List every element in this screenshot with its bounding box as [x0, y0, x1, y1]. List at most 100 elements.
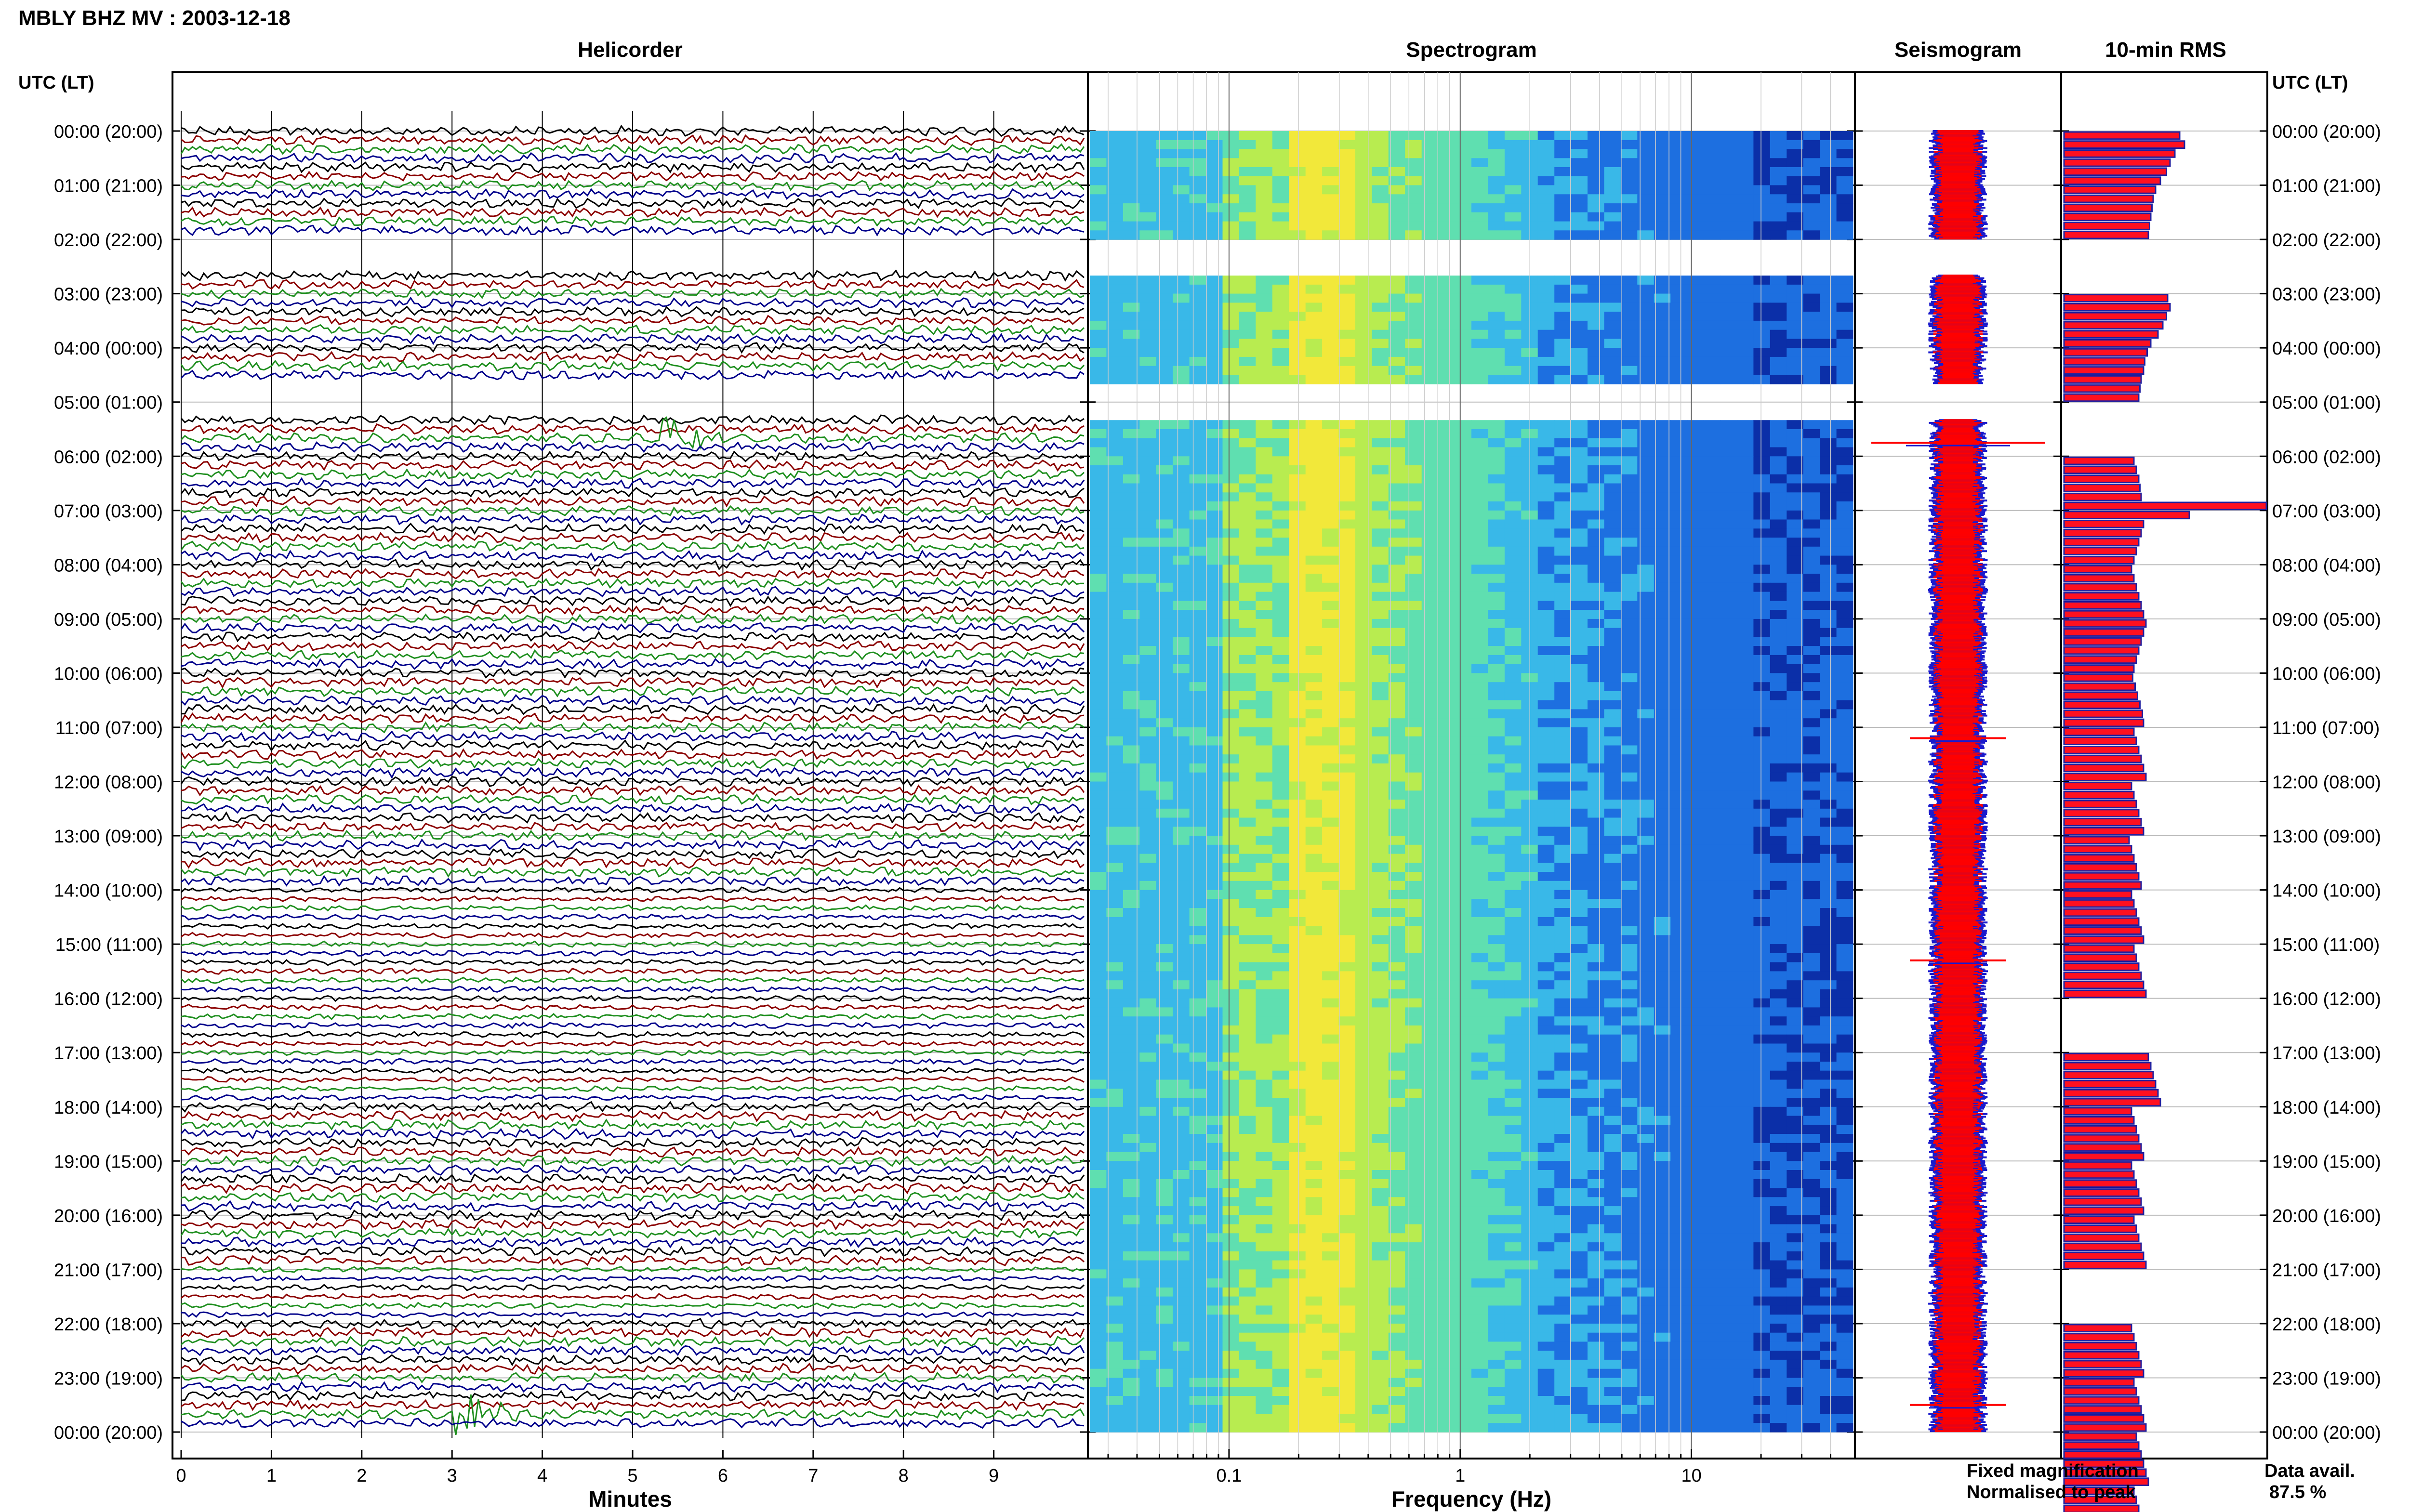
spectrogram-cell [1222, 1052, 1240, 1062]
spectrogram-cell [1787, 276, 1804, 285]
spectrogram-cell [1156, 131, 1173, 141]
spectrogram-cell [1206, 501, 1223, 511]
spectrogram-cell [1139, 827, 1157, 836]
spectrogram-cell [1405, 356, 1422, 367]
spectrogram-cell [1322, 727, 1339, 737]
spectrogram-cell [1687, 1016, 1704, 1026]
spectrogram-cell [1289, 899, 1306, 908]
spectrogram-cell [1670, 610, 1688, 619]
spectrogram-cell [1405, 565, 1422, 574]
spectrogram-cell [1554, 447, 1572, 457]
spectrogram-cell [1090, 844, 1107, 855]
spectrogram-cell [1471, 863, 1488, 872]
spectrogram-cell [1289, 863, 1306, 872]
spectrogram-cell [1637, 628, 1655, 637]
helicorder-trace [181, 613, 1085, 625]
spectrogram-cell [1836, 538, 1853, 547]
spectrogram-cell [1637, 582, 1655, 592]
spectrogram-cell [1820, 312, 1837, 321]
spectrogram-cell [1372, 1007, 1389, 1017]
spectrogram-cell [1272, 980, 1289, 990]
spectrogram-cell [1189, 438, 1206, 448]
spectrogram-cell [1687, 158, 1704, 168]
spectrogram-cell [1455, 1016, 1472, 1026]
spectrogram-cell [1820, 691, 1837, 701]
spectrogram-cell [1338, 465, 1356, 475]
spectrogram-cell [1405, 592, 1422, 601]
spectrogram-cell [1836, 221, 1853, 231]
spectrogram-cell [1272, 989, 1289, 999]
spectrogram-cell [1256, 628, 1273, 637]
spectrogram-cell [1173, 456, 1190, 466]
spectrogram-cell [1803, 167, 1820, 177]
hour-label: 00:00 (20:00) [54, 122, 163, 142]
spectrogram-cell [1106, 501, 1124, 511]
spectrogram-cell [1272, 664, 1289, 674]
spectrogram-cell [1820, 375, 1837, 384]
spectrogram-cell [1471, 646, 1488, 656]
spectrogram-cell [1090, 827, 1107, 836]
hour-label: 23:00 (19:00) [2272, 1368, 2381, 1389]
spectrogram-cell [1139, 565, 1157, 574]
spectrogram-cell [1239, 519, 1256, 529]
spectrogram-cell [1620, 492, 1638, 502]
spectrogram-cell [1654, 827, 1671, 836]
spectrogram-cell [1571, 1034, 1588, 1044]
spectrogram-cell [1289, 565, 1306, 574]
spectrogram-cell [1737, 628, 1754, 637]
spectrogram-cell [1322, 745, 1339, 755]
spectrogram-cell [1753, 185, 1771, 195]
spectrogram-cell [1620, 510, 1638, 520]
spectrogram-cell [1189, 474, 1206, 484]
spectrogram-cell [1504, 890, 1522, 899]
spectrogram-cell [1803, 348, 1820, 357]
spectrogram-cell [1256, 1098, 1273, 1107]
spectrogram-cell [1787, 185, 1804, 195]
spectrogram-cell [1687, 1062, 1704, 1071]
spectrogram-cell [1820, 329, 1837, 340]
spectrogram-cell [1753, 944, 1771, 954]
spectrogram-cell [1753, 339, 1771, 348]
spectrogram-cell [1620, 312, 1638, 321]
spectrogram-cell [1139, 149, 1157, 158]
spectrogram-cell [1322, 1089, 1339, 1098]
spectrogram-cell [1090, 1025, 1107, 1035]
spectrogram-cell [1256, 339, 1273, 348]
spectrogram-cell [1820, 890, 1837, 899]
spectrogram-cell [1289, 1007, 1306, 1017]
spectrogram-cell [1338, 474, 1356, 484]
spectrogram-cell [1421, 1070, 1439, 1080]
spectrogram-cell [1372, 1025, 1389, 1035]
spectrogram-cell [1620, 836, 1638, 845]
spectrogram-cell [1820, 817, 1837, 827]
spectrogram-cell [1571, 320, 1588, 330]
spectrogram-cell [1388, 610, 1405, 619]
spectrogram-cell [1305, 1025, 1323, 1035]
spectrogram-cell [1355, 1079, 1372, 1089]
spectrogram-cell [1836, 1016, 1853, 1026]
spectrogram-cell [1537, 727, 1555, 737]
spectrogram-cell [1554, 926, 1572, 935]
spectrogram-cell [1537, 953, 1555, 963]
spectrogram-cell [1305, 1098, 1323, 1107]
spectrogram-cell [1305, 492, 1323, 502]
spectrogram-cell [1239, 890, 1256, 899]
spectrogram-cell [1504, 1098, 1522, 1107]
spectrogram-cell [1637, 971, 1655, 981]
spectrogram-cell [1090, 356, 1107, 367]
spectrogram-cell [1787, 808, 1804, 818]
spectrogram-cell [1388, 185, 1405, 195]
spectrogram-cell [1753, 212, 1771, 222]
spectrogram-cell [1106, 465, 1124, 475]
spectrogram-cell [1239, 827, 1256, 836]
spectrogram-cell [1654, 131, 1671, 141]
spectrogram-cell [1620, 890, 1638, 899]
spectrogram-cell [1620, 474, 1638, 484]
spectrogram-cell [1256, 429, 1273, 439]
spectrogram-cell [1355, 329, 1372, 340]
spectrogram-cell [1770, 610, 1787, 619]
spectrogram-cell [1571, 1079, 1588, 1089]
spectrogram-cell [1090, 781, 1107, 791]
spectrogram-cell [1421, 546, 1439, 556]
spectrogram-cell [1670, 863, 1688, 872]
